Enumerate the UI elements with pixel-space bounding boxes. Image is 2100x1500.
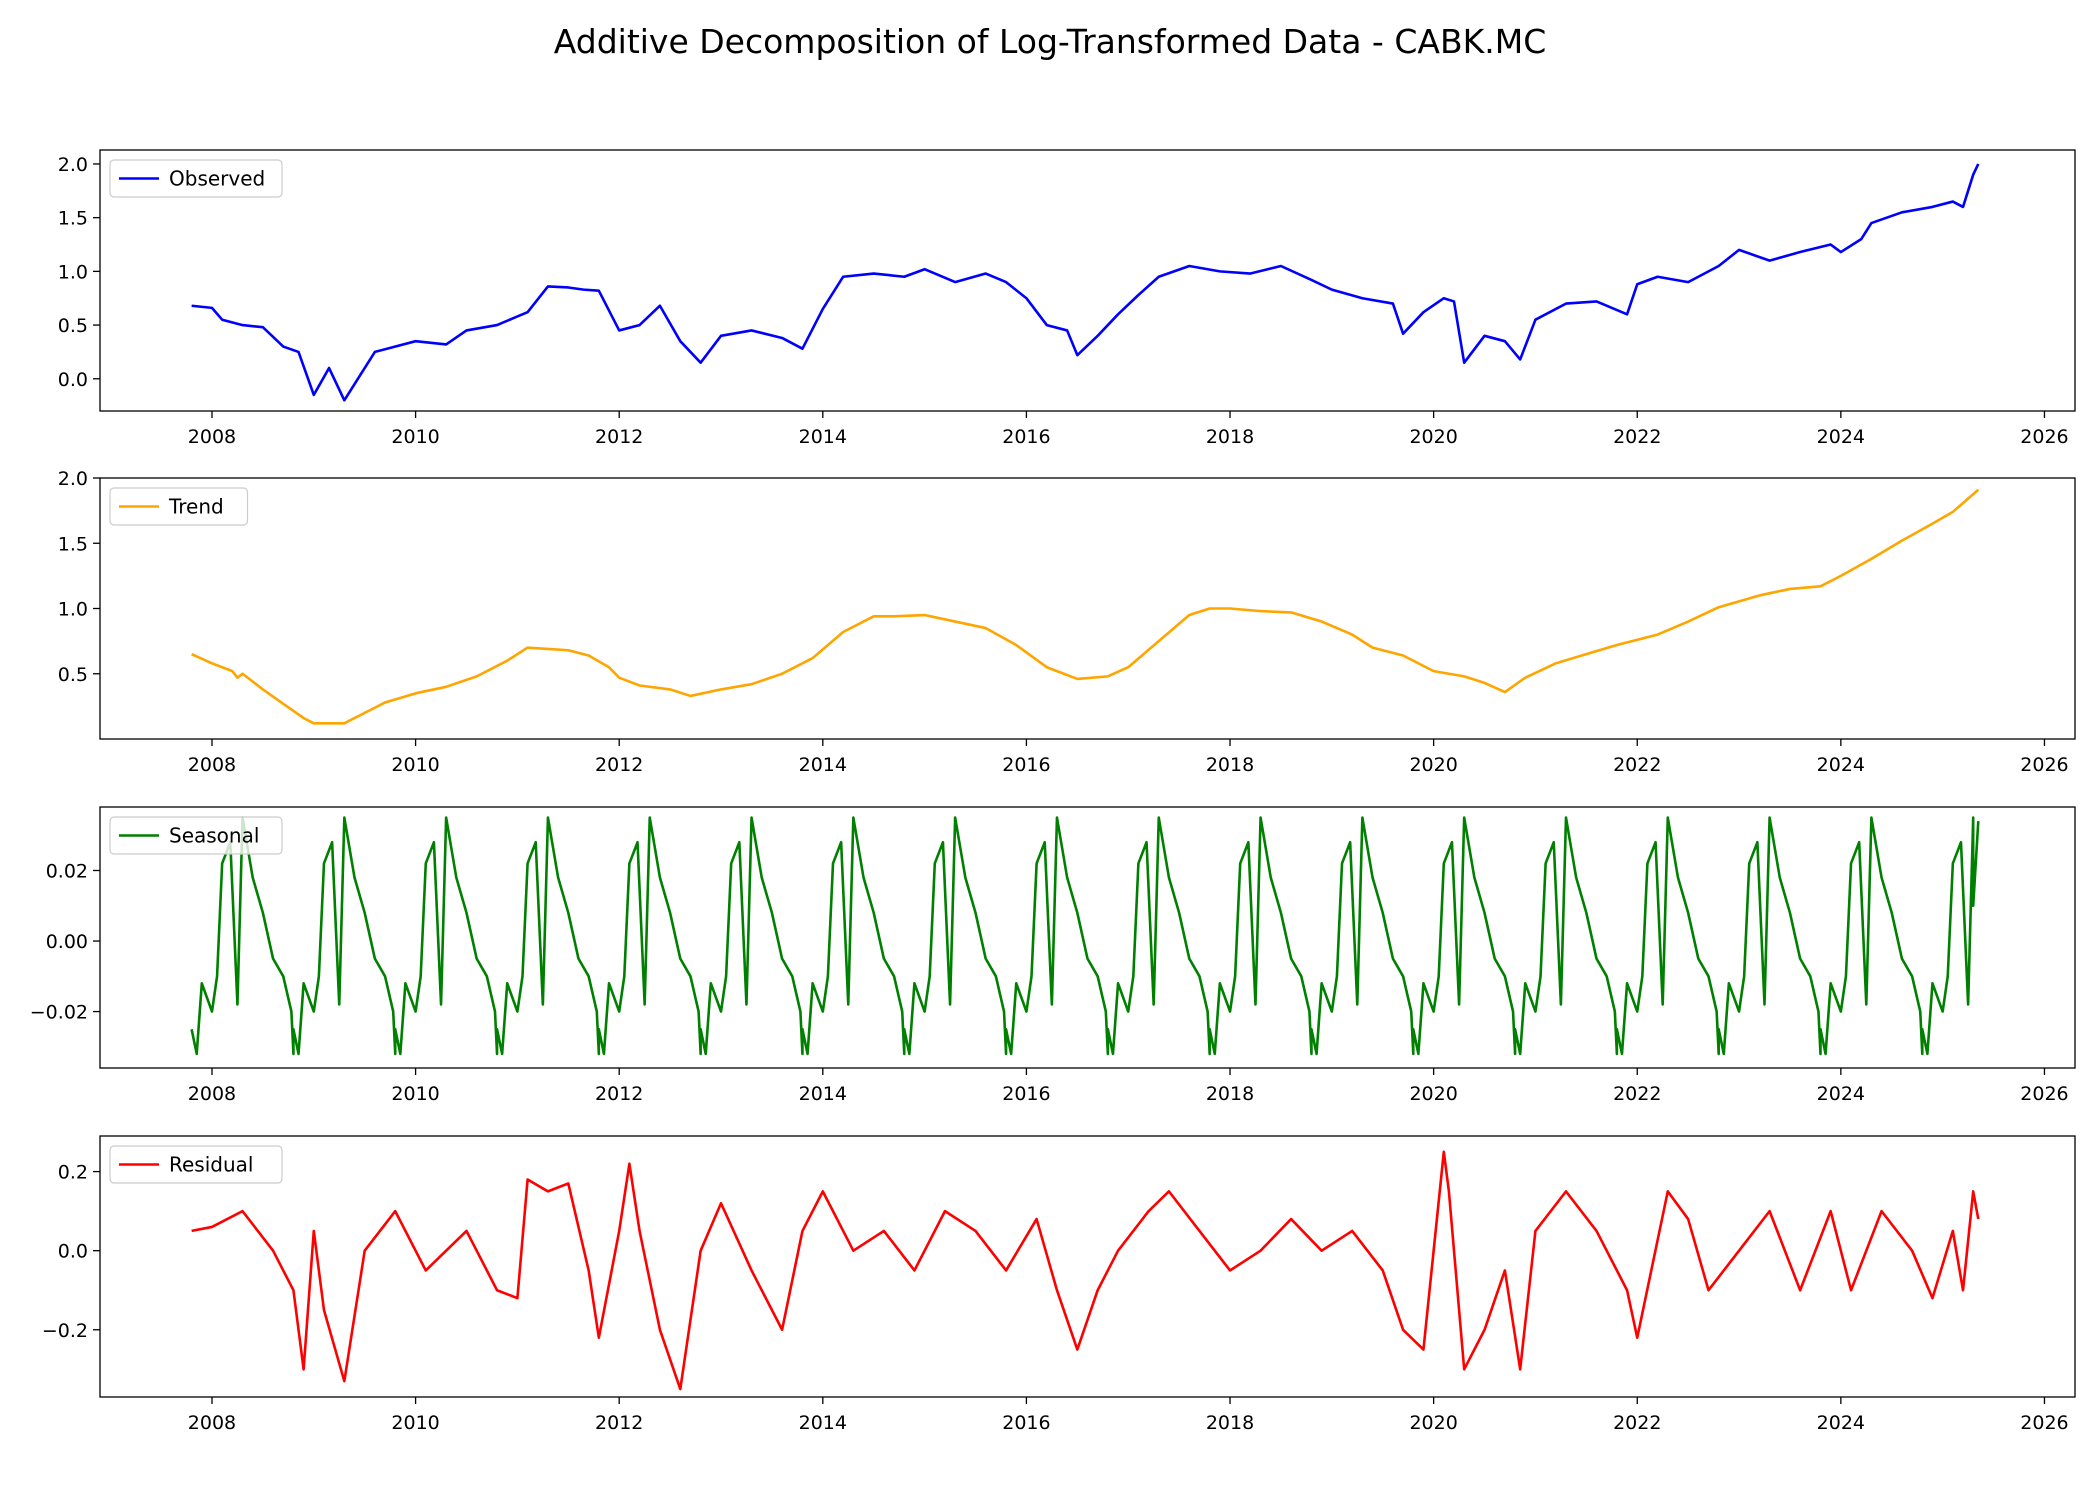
trend-line — [191, 488, 1980, 725]
y-tick-label: 0.2 — [58, 1162, 88, 1184]
y-tick-label: 1.0 — [58, 261, 88, 283]
x-tick-label: 2010 — [391, 1412, 439, 1434]
y-tick-label: −0.02 — [30, 1002, 88, 1024]
y-tick-label: 0.00 — [46, 931, 88, 953]
x-tick-label: 2022 — [1613, 1083, 1661, 1105]
x-tick-label: 2018 — [1206, 1412, 1254, 1434]
trend-legend-box — [109, 487, 249, 526]
x-tick-label: 2022 — [1613, 426, 1661, 448]
x-tick-label: 2024 — [1817, 1083, 1865, 1105]
y-tick-label: 0.02 — [46, 860, 88, 882]
observed-legend-label: Observed — [169, 167, 265, 191]
x-tick-label: 2016 — [1002, 1412, 1050, 1434]
x-tick-label: 2024 — [1817, 1412, 1865, 1434]
residual-legend-label: Residual — [169, 1153, 253, 1177]
x-tick-label: 2026 — [2020, 1412, 2068, 1434]
x-tick-label: 2014 — [799, 1412, 847, 1434]
y-tick-label: 1.5 — [58, 208, 88, 230]
trend-panel: 2008 2010 2012 2014 2016 2018 2020 2022 2024 2026… — [58, 468, 2076, 776]
x-tick-label: 2016 — [1002, 754, 1050, 776]
observed-legend-box — [109, 159, 283, 198]
x-tick-label: 2018 — [1206, 426, 1254, 448]
x-tick-label: 2024 — [1817, 754, 1865, 776]
y-tick-label: 2.0 — [58, 468, 88, 490]
y-tick-label: −0.2 — [42, 1320, 88, 1342]
y-tick-label: 0.0 — [58, 369, 88, 391]
x-tick-label: 2012 — [595, 426, 643, 448]
x-tick-label: 2018 — [1206, 754, 1254, 776]
x-tick-label: 2012 — [595, 1412, 643, 1434]
x-tick-label: 2026 — [2020, 1083, 2068, 1105]
y-tick-label: 0.5 — [58, 315, 88, 337]
x-tick-label: 2016 — [1002, 426, 1050, 448]
seasonal-panel: 2008 2010 2012 2014 2016 2018 2020 2022 2024 2026… — [30, 806, 2076, 1105]
y-tick-label: 0.5 — [58, 664, 88, 686]
x-tick-label: 2008 — [188, 1412, 236, 1434]
x-tick-label: 2012 — [595, 754, 643, 776]
residual-legend-box — [109, 1145, 283, 1184]
figure-title: Additive Decomposition of Log-Transforme… — [553, 22, 1547, 61]
observed-panel: 2008 2010 2012 2014 2016 2018 2020 2022 2024 2026… — [58, 149, 2076, 448]
x-tick-label: 2008 — [188, 426, 236, 448]
trend-legend-label: Trend — [168, 495, 224, 519]
x-tick-label: 2008 — [188, 754, 236, 776]
x-tick-label: 2014 — [799, 1083, 847, 1105]
x-tick-label: 2014 — [799, 754, 847, 776]
x-tick-label: 2024 — [1817, 426, 1865, 448]
x-tick-label: 2026 — [2020, 754, 2068, 776]
y-tick-label: 2.0 — [58, 154, 88, 176]
x-tick-label: 2010 — [391, 426, 439, 448]
residual-line — [191, 1150, 1980, 1391]
x-tick-label: 2018 — [1206, 1083, 1254, 1105]
x-tick-label: 2012 — [595, 1083, 643, 1105]
observed-line — [191, 163, 1980, 402]
seasonal-legend-box — [109, 816, 283, 855]
x-tick-label: 2022 — [1613, 754, 1661, 776]
seasonal-line — [190, 816, 1980, 1056]
x-tick-label: 2020 — [1409, 1412, 1457, 1434]
y-tick-label: 1.5 — [58, 533, 88, 555]
x-tick-label: 2020 — [1409, 426, 1457, 448]
x-tick-label: 2008 — [188, 1083, 236, 1105]
seasonal-axes-frame — [99, 806, 2076, 1069]
observed-axes-frame — [99, 149, 2076, 412]
x-tick-label: 2010 — [391, 1083, 439, 1105]
seasonal-legend-label: Seasonal — [169, 824, 259, 848]
x-tick-label: 2020 — [1409, 1083, 1457, 1105]
x-tick-label: 2020 — [1409, 754, 1457, 776]
x-tick-label: 2022 — [1613, 1412, 1661, 1434]
x-tick-label: 2010 — [391, 754, 439, 776]
residual-panel: 2008 2010 2012 2014 2016 2018 2020 2022 2024 2026… — [42, 1135, 2076, 1434]
x-tick-label: 2014 — [799, 426, 847, 448]
y-tick-label: 1.0 — [58, 599, 88, 621]
x-tick-label: 2016 — [1002, 1083, 1050, 1105]
residual-axes-frame — [99, 1135, 2076, 1398]
x-tick-label: 2026 — [2020, 426, 2068, 448]
y-tick-label: 0.0 — [58, 1241, 88, 1263]
